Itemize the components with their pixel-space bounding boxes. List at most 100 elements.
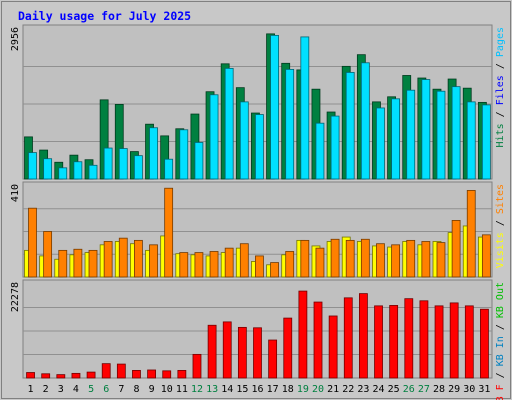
bar bbox=[436, 242, 446, 278]
bar bbox=[360, 62, 370, 180]
x-tick-label: 2 bbox=[43, 384, 49, 395]
bar bbox=[421, 79, 431, 180]
bar bbox=[330, 238, 340, 278]
x-tick-label: 24 bbox=[373, 384, 385, 395]
bar bbox=[237, 326, 247, 379]
x-tick-label: 29 bbox=[448, 384, 460, 395]
x-tick-label: 16 bbox=[251, 384, 263, 395]
bar bbox=[253, 327, 262, 379]
bar bbox=[419, 300, 429, 379]
bar bbox=[285, 251, 295, 278]
bar bbox=[86, 371, 96, 379]
bar bbox=[255, 255, 264, 278]
bar bbox=[162, 370, 172, 379]
legend-separator: / bbox=[495, 214, 506, 232]
bar bbox=[118, 148, 128, 180]
bar bbox=[480, 308, 489, 379]
legend-entry: KB Out bbox=[495, 282, 506, 318]
bar bbox=[194, 142, 204, 180]
bar bbox=[134, 155, 143, 180]
x-tick-label: 9 bbox=[149, 384, 155, 395]
bar bbox=[118, 237, 128, 278]
x-tick-label: 6 bbox=[103, 384, 109, 395]
bar bbox=[103, 241, 113, 278]
bar bbox=[451, 86, 461, 180]
bar bbox=[345, 72, 355, 180]
bar bbox=[406, 89, 416, 180]
x-tick-label: 19 bbox=[297, 384, 309, 395]
x-tick-label: 23 bbox=[357, 384, 369, 395]
x-tick-label: 11 bbox=[176, 384, 188, 395]
bar bbox=[374, 305, 383, 379]
legend-separator: / bbox=[495, 57, 506, 75]
bar bbox=[88, 164, 98, 180]
bar bbox=[56, 374, 66, 379]
x-tick-label: 21 bbox=[327, 384, 339, 395]
bar bbox=[209, 94, 219, 180]
bar bbox=[192, 353, 202, 379]
y-max-label: 22278 bbox=[10, 282, 21, 312]
bar bbox=[270, 34, 279, 180]
x-tick-label: 10 bbox=[161, 384, 173, 395]
legend-separator: / bbox=[495, 366, 506, 384]
panel-legend: KB F / KB In / KB Out bbox=[495, 282, 506, 400]
x-axis-labels: 1 2 3 4 5 6 7 8 9 10 11 12 13 14 15 16 17 18 19 20 21 22 23 24 2… bbox=[28, 384, 491, 395]
bar bbox=[376, 243, 385, 278]
bar bbox=[147, 369, 156, 379]
bar bbox=[88, 249, 98, 278]
bar bbox=[345, 239, 355, 278]
bar bbox=[103, 147, 113, 180]
series-kb-f bbox=[26, 290, 489, 379]
bar bbox=[300, 36, 310, 180]
bar bbox=[149, 244, 158, 278]
bar bbox=[343, 297, 353, 379]
bar bbox=[449, 302, 459, 379]
bar bbox=[73, 248, 83, 278]
bar bbox=[376, 107, 385, 180]
bar bbox=[255, 114, 264, 180]
x-tick-label: 25 bbox=[388, 384, 400, 395]
panel-1: 2956 Hits / Files / Pages bbox=[10, 24, 506, 180]
bar bbox=[283, 317, 293, 379]
bar bbox=[268, 339, 278, 379]
bar bbox=[300, 239, 310, 278]
bar bbox=[194, 252, 204, 278]
bar bbox=[177, 370, 187, 379]
bar bbox=[43, 231, 53, 278]
x-tick-label: 26 bbox=[403, 384, 415, 395]
bar bbox=[315, 247, 325, 278]
bar bbox=[28, 152, 37, 180]
legend-separator: / bbox=[495, 105, 506, 123]
bar bbox=[179, 129, 189, 180]
bar bbox=[239, 101, 249, 180]
bar bbox=[58, 167, 68, 180]
legend-entry: Files bbox=[495, 75, 506, 105]
x-tick-label: 8 bbox=[133, 384, 139, 395]
x-tick-label: 22 bbox=[342, 384, 354, 395]
bar bbox=[224, 67, 234, 180]
bar bbox=[270, 262, 279, 278]
legend-entry: Pages bbox=[495, 27, 506, 57]
legend-entry: Visits bbox=[495, 232, 506, 268]
bar bbox=[224, 247, 234, 278]
x-tick-label: 18 bbox=[282, 384, 294, 395]
bar bbox=[330, 115, 340, 180]
y-max-label: 410 bbox=[10, 184, 21, 202]
series-sites bbox=[28, 187, 491, 278]
x-tick-label: 27 bbox=[418, 384, 430, 395]
bar bbox=[58, 249, 68, 278]
x-tick-label: 7 bbox=[118, 384, 124, 395]
bar bbox=[164, 158, 174, 180]
bar bbox=[404, 298, 414, 379]
bar bbox=[464, 305, 474, 379]
bar bbox=[466, 101, 476, 180]
x-tick-label: 12 bbox=[191, 384, 203, 395]
bar bbox=[328, 315, 338, 379]
x-tick-label: 1 bbox=[28, 384, 34, 395]
bar bbox=[41, 373, 51, 379]
x-tick-label: 20 bbox=[312, 384, 324, 395]
